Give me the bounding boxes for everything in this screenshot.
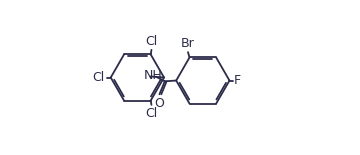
Text: Cl: Cl (93, 71, 105, 84)
Text: NH: NH (144, 69, 163, 82)
Text: O: O (154, 97, 164, 110)
Text: Cl: Cl (145, 107, 158, 120)
Text: F: F (234, 74, 241, 87)
Text: Cl: Cl (145, 35, 158, 48)
Text: Br: Br (181, 37, 194, 50)
